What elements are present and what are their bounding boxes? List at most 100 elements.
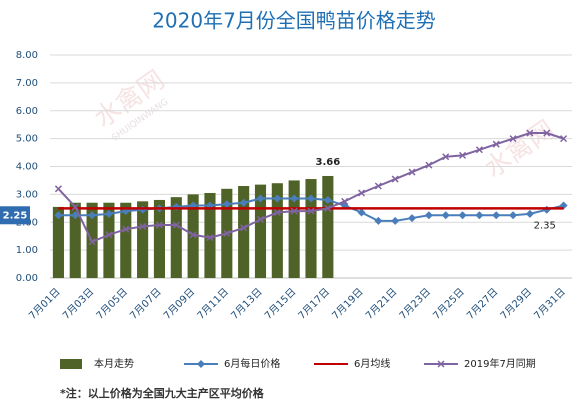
annotation: 2.25 bbox=[3, 210, 28, 221]
bar bbox=[153, 199, 166, 278]
marker bbox=[357, 189, 366, 197]
watermark: 水禽网 bbox=[479, 115, 560, 184]
marker bbox=[374, 182, 382, 190]
marker bbox=[88, 238, 96, 246]
marker bbox=[441, 211, 450, 220]
marker bbox=[273, 208, 281, 217]
legend-label: 本月走势 bbox=[94, 357, 134, 370]
marker bbox=[459, 151, 467, 159]
marker bbox=[256, 215, 265, 223]
x-tick-label: 7月23日 bbox=[397, 286, 433, 322]
marker bbox=[475, 146, 483, 154]
marker bbox=[273, 194, 282, 203]
y-tick-label: 8.00 bbox=[16, 50, 38, 61]
x-tick-label: 7月13日 bbox=[229, 286, 265, 322]
marker bbox=[458, 211, 467, 220]
y-tick-label: 6.00 bbox=[16, 106, 38, 117]
bar bbox=[103, 202, 115, 278]
annotation: 2.35 bbox=[534, 220, 556, 231]
x-tick-label: 7月07日 bbox=[128, 286, 164, 322]
bar bbox=[322, 175, 334, 278]
y-tick-label: 4.00 bbox=[16, 162, 38, 173]
y-tick-label: 3.00 bbox=[16, 189, 38, 200]
marker bbox=[122, 225, 130, 233]
bar bbox=[204, 192, 216, 278]
x-tick-label: 7月15日 bbox=[262, 286, 298, 322]
marker bbox=[442, 153, 450, 161]
x-tick-label: 7月19日 bbox=[330, 286, 366, 322]
marker bbox=[425, 161, 433, 169]
x-tick-label: 7月25日 bbox=[431, 286, 467, 322]
bar bbox=[305, 179, 317, 278]
marker bbox=[424, 211, 433, 220]
marker bbox=[290, 207, 298, 215]
legend-label: 2019年7月同期 bbox=[464, 357, 536, 370]
marker bbox=[525, 209, 534, 218]
x-tick-label: 7月11日 bbox=[195, 286, 231, 322]
annotation-box bbox=[0, 206, 30, 225]
marker bbox=[560, 135, 568, 143]
y-tick-label: 1.00 bbox=[16, 245, 38, 256]
marker bbox=[104, 209, 113, 218]
x-tick-label: 7月31日 bbox=[532, 286, 568, 322]
marker bbox=[239, 198, 248, 207]
marker bbox=[105, 231, 113, 239]
x-tick-label: 7月27日 bbox=[464, 286, 500, 322]
marker bbox=[323, 195, 332, 204]
legend-marker bbox=[437, 360, 445, 368]
legend-swatch bbox=[60, 359, 82, 369]
marker bbox=[324, 204, 332, 212]
marker bbox=[54, 185, 62, 193]
y-tick-label: 5.00 bbox=[16, 134, 38, 145]
marker bbox=[223, 229, 231, 237]
marker bbox=[408, 214, 417, 223]
marker bbox=[492, 140, 500, 148]
marker bbox=[307, 194, 315, 203]
marker bbox=[391, 175, 399, 183]
x-tick-label: 7月05日 bbox=[94, 286, 130, 322]
x-tick-label: 7月03日 bbox=[60, 286, 96, 322]
marker bbox=[509, 135, 517, 143]
x-tick-label: 7月17日 bbox=[296, 286, 332, 322]
marker bbox=[526, 129, 534, 137]
legend-label: 6月均线 bbox=[354, 357, 390, 370]
marker bbox=[155, 221, 163, 229]
marker bbox=[54, 211, 63, 220]
annotation: 3.66 bbox=[315, 157, 340, 168]
marker bbox=[357, 208, 366, 217]
bar bbox=[271, 183, 283, 278]
x-tick-label: 7月29日 bbox=[498, 286, 534, 322]
bar bbox=[254, 184, 267, 278]
marker bbox=[240, 224, 248, 232]
bar bbox=[170, 197, 182, 278]
legend-label: 6月每日价格 bbox=[224, 357, 280, 370]
bar bbox=[120, 202, 132, 278]
bar bbox=[137, 201, 149, 278]
x-tick-label: 7月01日 bbox=[27, 286, 63, 322]
note: *注：以上价格为全国九大主产区平均价格 bbox=[60, 386, 265, 400]
x-tick-label: 7月21日 bbox=[363, 286, 399, 322]
marker bbox=[189, 231, 197, 239]
bar bbox=[238, 186, 250, 278]
bar bbox=[288, 180, 300, 278]
marker bbox=[408, 168, 416, 176]
y-tick-label: 0.00 bbox=[16, 273, 38, 284]
marker bbox=[290, 194, 299, 203]
x-tick-label: 7月09日 bbox=[161, 286, 197, 322]
marker bbox=[71, 203, 79, 211]
bar bbox=[52, 206, 64, 278]
y-tick-label: 7.00 bbox=[16, 78, 38, 89]
marker bbox=[542, 205, 551, 214]
marker bbox=[256, 194, 265, 203]
marker bbox=[341, 197, 349, 205]
legend-marker bbox=[197, 360, 205, 368]
marker bbox=[206, 234, 214, 242]
chart-title: 2020年7月份全国鸭苗价格走势 bbox=[152, 9, 436, 33]
marker bbox=[475, 211, 484, 220]
marker bbox=[391, 216, 400, 225]
marker bbox=[492, 211, 501, 220]
marker bbox=[509, 211, 518, 220]
bar bbox=[187, 194, 199, 278]
bar bbox=[69, 202, 81, 278]
